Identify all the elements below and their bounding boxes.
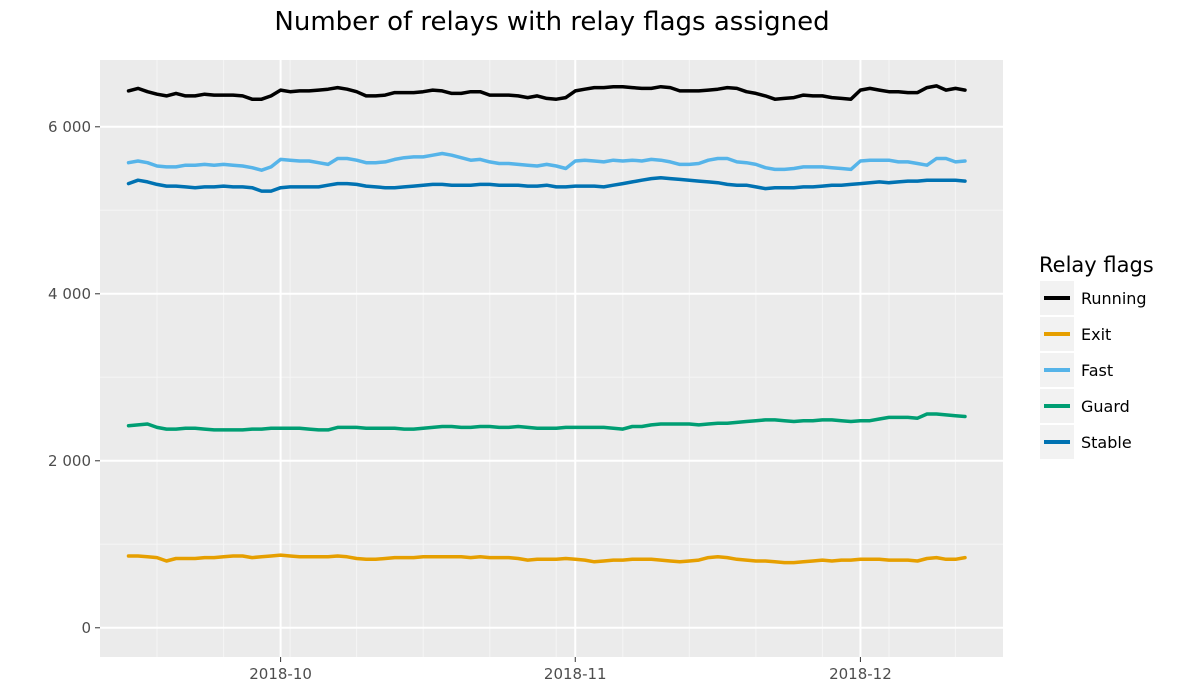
legend-label-fast: Fast (1081, 361, 1113, 380)
axes: 0 2 000 4 000 6 000 2018-10 2018-11 2018-12 (48, 118, 892, 683)
y-tick-label: 6 000 (48, 118, 91, 136)
series-line-running (126, 84, 967, 101)
series-line-guard (126, 412, 967, 432)
legend-label-running: Running (1081, 289, 1147, 308)
chart-title: Number of relays with relay flags assign… (274, 7, 829, 37)
legend-label-stable: Stable (1081, 433, 1132, 452)
legend-label-guard: Guard (1081, 397, 1130, 416)
x-tick-label: 2018-12 (829, 665, 892, 683)
series-line-stable (126, 175, 967, 193)
series-line-fast (126, 151, 967, 172)
series-line-exit (126, 553, 967, 565)
plot-panel (100, 60, 1003, 657)
y-tick-label: 4 000 (48, 285, 91, 303)
y-tick-label: 2 000 (48, 452, 91, 470)
legend-label-exit: Exit (1081, 325, 1111, 344)
x-tick-label: 2018-10 (249, 665, 312, 683)
y-tick-label: 0 (81, 619, 91, 637)
series-group (126, 84, 967, 565)
legend-title: Relay flags (1039, 253, 1154, 277)
x-tick-label: 2018-11 (544, 665, 607, 683)
legend: Relay flags Running Exit Fast Guard Stable (1039, 253, 1154, 459)
